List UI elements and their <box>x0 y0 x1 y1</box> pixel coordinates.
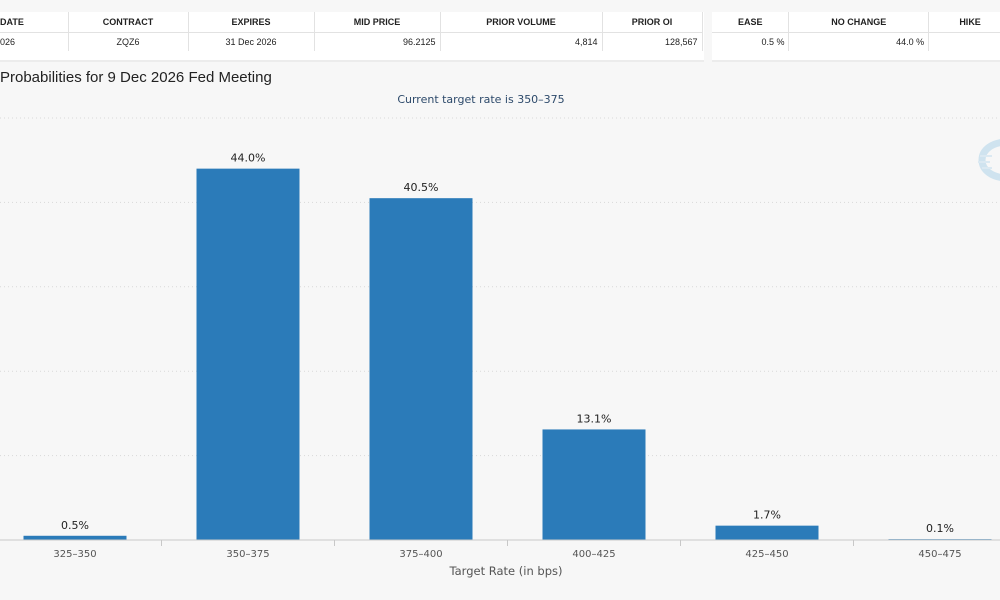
cell-prior-oi: 128,567 <box>602 32 703 51</box>
table-header-row: DATE CONTRACT EXPIRES MID PRICE PRIOR VO… <box>0 12 703 33</box>
bar-425-450[interactable] <box>715 525 819 540</box>
bar-375-400[interactable] <box>369 198 473 540</box>
x-tick-label: 375–400 <box>399 549 442 560</box>
bar-data-label: 1.7% <box>753 509 781 522</box>
col-header-date: DATE <box>0 12 69 33</box>
table-row: 026 ZQZ6 31 Dec 2026 96.2125 4,814 128,5… <box>0 32 703 51</box>
bar-data-label: 44.0% <box>231 152 266 165</box>
x-tick-label: 425–450 <box>745 549 788 560</box>
watermark-logo-icon <box>978 139 1000 181</box>
col-header-prior-oi: PRIOR OI <box>602 12 703 33</box>
bar-data-label: 0.1% <box>926 522 954 535</box>
x-tick-label: 450–475 <box>918 549 961 560</box>
bar-350-375[interactable] <box>196 168 300 540</box>
chart-x-axis: 325–350 350–375 375–400 400–425 425–450 450–4… <box>0 539 1000 560</box>
chart-gridlines <box>0 117 1000 457</box>
col-header-ease: EASE <box>712 12 790 33</box>
chart-title: Probabilities for 9 Dec 2026 Fed Meeting <box>0 69 272 86</box>
col-header-no-change: NO CHANGE <box>788 12 930 33</box>
cell-date: 026 <box>0 32 69 51</box>
cell-no-change: 44.0 % <box>788 32 930 51</box>
cell-mid-price: 96.2125 <box>314 32 441 51</box>
bar-400-425[interactable] <box>542 429 646 540</box>
bar-data-label: 40.5% <box>404 181 439 194</box>
cell-hike <box>928 32 1000 51</box>
col-header-hike: HIKE <box>928 12 1000 33</box>
x-tick-label: 350–375 <box>226 549 269 560</box>
bar-325-350[interactable] <box>23 535 127 540</box>
col-header-expires: EXPIRES <box>188 12 315 33</box>
col-header-contract: CONTRACT <box>68 12 189 33</box>
cell-expires: 31 Dec 2026 <box>188 32 315 51</box>
cell-prior-volume: 4,814 <box>440 32 603 51</box>
col-header-prior-volume: PRIOR VOLUME <box>440 12 603 33</box>
table-header-row: EASE NO CHANGE HIKE <box>712 12 1000 33</box>
chart-subtitle: Current target rate is 350–375 <box>397 93 565 106</box>
chart-bars <box>23 168 992 540</box>
table-row: 0.5 % 44.0 % <box>712 32 1000 51</box>
col-header-mid-price: MID PRICE <box>314 12 441 33</box>
x-axis-title: Target Rate (in bps) <box>449 564 563 578</box>
cell-contract: ZQZ6 <box>68 32 189 51</box>
cell-ease: 0.5 % <box>712 32 790 51</box>
probability-summary-table: EASE NO CHANGE HIKE 0.5 % 44.0 % <box>712 12 1000 62</box>
x-tick-label: 325–350 <box>53 549 96 560</box>
bar-data-label: 0.5% <box>61 519 89 532</box>
contract-summary-table: DATE CONTRACT EXPIRES MID PRICE PRIOR VO… <box>0 12 704 62</box>
x-tick-label: 400–425 <box>572 549 615 560</box>
bar-data-label: 13.1% <box>577 412 612 425</box>
chart-data-labels: 0.5% 44.0% 40.5% 13.1% 1.7% 0.1% <box>61 152 954 536</box>
